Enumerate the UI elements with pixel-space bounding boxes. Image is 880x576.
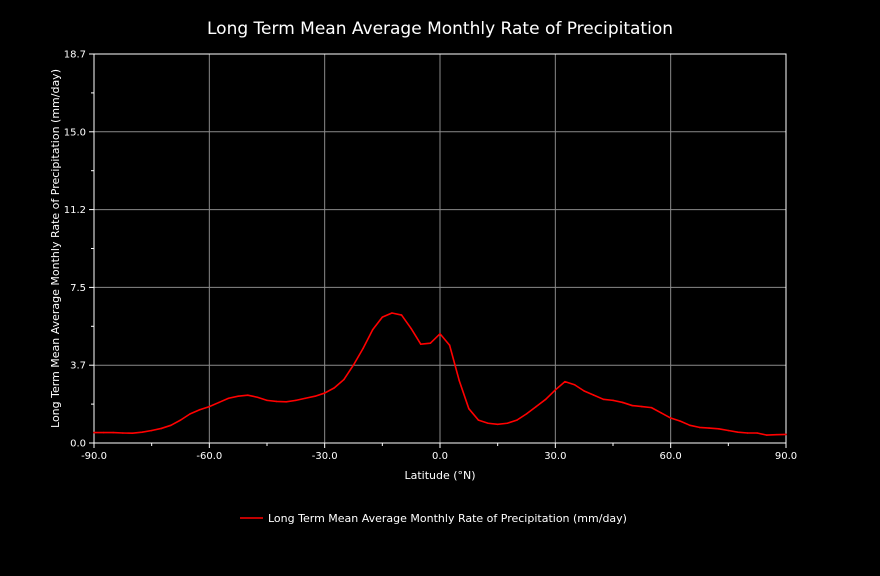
series-point: [573, 383, 576, 386]
series-point: [131, 432, 134, 435]
series-point: [371, 328, 374, 331]
series-point: [669, 417, 672, 419]
series-point: [708, 427, 710, 429]
x-tick-label: 0.0: [432, 451, 448, 462]
x-tick-label: -30.0: [312, 451, 338, 462]
series-point: [198, 408, 201, 411]
series-point: [689, 424, 691, 427]
series-point: [150, 429, 153, 432]
series-point: [343, 378, 345, 381]
x-tick-label: 90.0: [775, 451, 797, 462]
x-tick-label: 60.0: [660, 451, 682, 462]
series-point: [448, 344, 451, 347]
series-point: [314, 395, 316, 398]
series-point: [785, 433, 787, 436]
series-point: [506, 422, 509, 425]
series-point: [717, 428, 720, 430]
x-tick-label: 30.0: [544, 451, 566, 462]
series-point: [429, 342, 432, 344]
series-point: [160, 427, 163, 430]
series-point: [458, 379, 461, 382]
ticks-layer: -90.0 -60.0 -30.0 0.0 30.0 60.0 90.0 0.0 3.7 7.5 1…: [64, 50, 797, 463]
series-point: [487, 422, 489, 425]
series-point: [295, 399, 297, 402]
grid-layer: [93, 53, 787, 444]
series-point: [333, 387, 336, 389]
series-point: [525, 413, 528, 415]
legend: Long Term Mean Average Monthly Rate of P…: [240, 512, 627, 525]
y-tick-label: 7.5: [70, 283, 86, 294]
y-tick-label: 18.7: [64, 50, 86, 61]
series-point: [275, 400, 278, 403]
x-axis-title: Latitude (°N): [404, 469, 475, 482]
series-point: [612, 399, 614, 402]
series-point: [564, 380, 566, 383]
series-point: [93, 431, 95, 434]
x-tick-label: -60.0: [196, 451, 222, 462]
y-tick-label: 15.0: [64, 127, 86, 138]
y-axis-title: Long Term Mean Average Monthly Rate of P…: [49, 69, 62, 428]
series-point: [727, 429, 730, 432]
series-point: [468, 407, 470, 410]
series-point: [352, 364, 355, 366]
series-point: [419, 343, 422, 345]
legend-label: Long Term Mean Average Monthly Rate of P…: [268, 512, 627, 525]
series-point: [477, 419, 480, 421]
series-point: [765, 434, 768, 436]
chart-title: Long Term Mean Average Monthly Rate of P…: [207, 19, 673, 39]
series-point: [641, 405, 643, 408]
series-point: [535, 405, 537, 408]
series-point: [544, 398, 547, 401]
x-tick-label: -90.0: [81, 451, 107, 462]
series-point: [179, 419, 182, 421]
series-point: [237, 395, 239, 398]
series-point: [170, 424, 172, 427]
series-point: [400, 314, 403, 316]
series-point: [122, 432, 124, 434]
series-point: [554, 389, 557, 391]
series-point: [679, 420, 682, 422]
series-point: [756, 432, 758, 434]
series-point: [102, 431, 105, 434]
series-point: [246, 394, 249, 396]
series-point: [141, 431, 143, 433]
series-point: [189, 413, 191, 415]
series-point: [391, 312, 393, 314]
series-point: [775, 433, 778, 436]
series-point: [516, 419, 518, 421]
series-point: [592, 394, 595, 396]
y-tick-label: 11.2: [64, 205, 86, 216]
series-point: [381, 316, 384, 318]
y-tick-label: 0.0: [70, 439, 86, 450]
series-point: [304, 397, 307, 400]
series-point: [362, 347, 364, 350]
series-point: [323, 392, 326, 394]
series-point: [218, 401, 220, 404]
series-point: [660, 412, 662, 414]
series-point: [621, 401, 624, 404]
series-point: [112, 431, 115, 434]
points-layer: [93, 312, 787, 436]
series-point: [698, 426, 701, 429]
series-point: [583, 390, 585, 392]
series-point: [746, 432, 749, 434]
series-point: [650, 406, 653, 409]
series-point: [737, 431, 739, 433]
series-point: [602, 398, 605, 401]
series-point: [266, 399, 268, 402]
series-point: [256, 396, 259, 399]
y-tick-label: 3.7: [70, 361, 86, 372]
series-point: [439, 332, 441, 335]
series-point: [227, 397, 230, 400]
series-point: [285, 401, 288, 403]
series-point: [496, 423, 499, 426]
series-point: [208, 405, 211, 408]
series-point: [631, 404, 634, 407]
series-point: [410, 327, 412, 330]
